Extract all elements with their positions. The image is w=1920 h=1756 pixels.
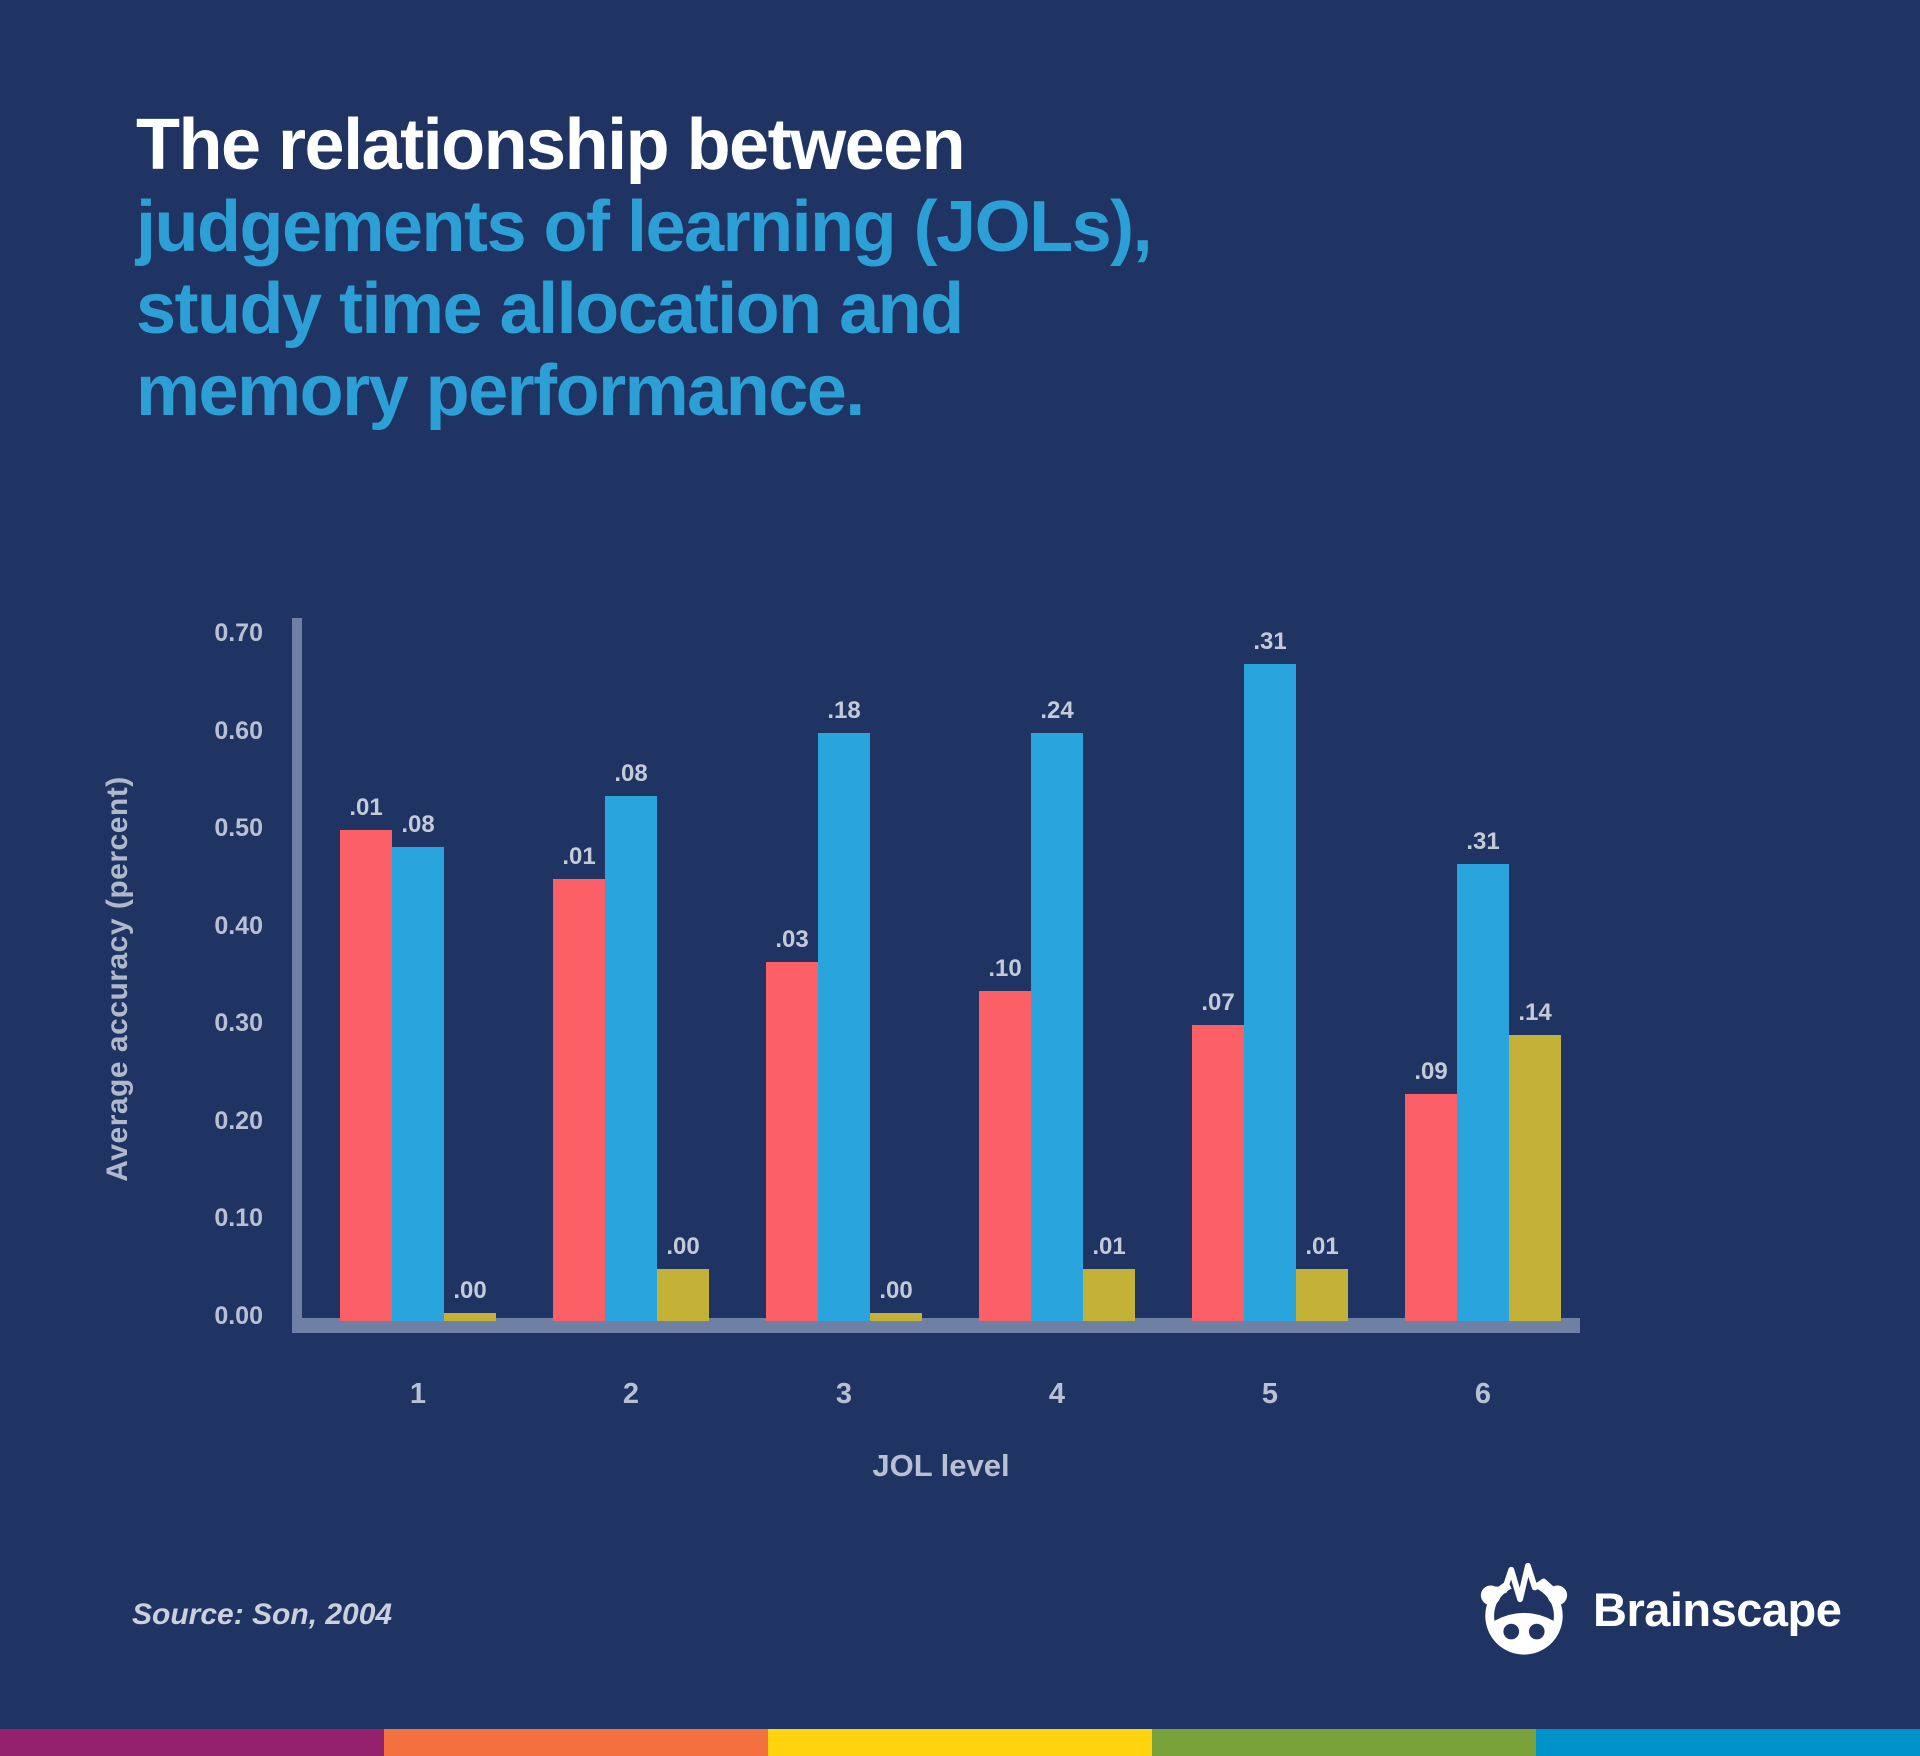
bar-value-yellow-jol-2: .00 xyxy=(666,1233,700,1260)
x-axis-title: JOL level xyxy=(872,1448,1010,1483)
brainscape-robot-icon xyxy=(1480,1560,1568,1655)
bar-blue-jol-3 xyxy=(818,733,870,1321)
bar-value-red-jol-2: .01 xyxy=(562,843,596,870)
bar-value-red-jol-1: .01 xyxy=(349,794,383,821)
bar-value-blue-jol-6: .31 xyxy=(1466,828,1500,855)
source-note: Source: Son, 2004 xyxy=(132,1598,393,1631)
stripe-segment-5 xyxy=(1536,1729,1920,1756)
bar-blue-jol-1 xyxy=(392,847,444,1321)
bar-blue-jol-6 xyxy=(1457,864,1509,1321)
bar-value-blue-jol-2: .08 xyxy=(614,760,648,787)
x-tick-label-4: 4 xyxy=(1048,1378,1066,1410)
x-tick-label-3: 3 xyxy=(835,1378,853,1410)
bar-blue-jol-5 xyxy=(1244,664,1296,1321)
footer-color-stripe xyxy=(0,1729,1920,1756)
stripe-segment-4 xyxy=(1152,1729,1536,1756)
bar-value-blue-jol-5: .31 xyxy=(1253,628,1287,655)
bar-blue-jol-4 xyxy=(1031,733,1083,1321)
y-axis-line xyxy=(292,618,302,1333)
brainscape-wordmark: Brainscape xyxy=(1593,1582,1842,1636)
bar-yellow-jol-4 xyxy=(1083,1269,1135,1321)
bar-value-red-jol-4: .10 xyxy=(988,955,1022,982)
bar-yellow-jol-3 xyxy=(870,1313,922,1321)
bar-red-jol-2 xyxy=(553,879,605,1321)
bar-red-jol-1 xyxy=(340,830,392,1321)
bar-red-jol-6 xyxy=(1405,1094,1457,1321)
brainscape-logo: Brainscape xyxy=(1475,1560,1842,1658)
bar-red-jol-3 xyxy=(766,962,818,1321)
chart-title: The relationship between judgements of l… xyxy=(136,104,1153,432)
bar-value-blue-jol-4: .24 xyxy=(1040,697,1074,724)
y-tick-label: 0.50 xyxy=(214,814,263,842)
bar-yellow-jol-5 xyxy=(1296,1269,1348,1321)
title-line-1: The relationship between xyxy=(136,105,966,185)
title-line-3: study time allocation and xyxy=(136,269,964,349)
title-line-2: judgements of learning (JOLs), xyxy=(136,187,1153,267)
y-tick-label: 0.00 xyxy=(214,1302,263,1330)
y-tick-label: 0.10 xyxy=(214,1204,263,1232)
y-tick-label: 0.20 xyxy=(214,1107,263,1135)
y-tick-label: 0.40 xyxy=(214,912,263,940)
y-tick-label: 0.70 xyxy=(214,619,263,647)
bar-value-red-jol-6: .09 xyxy=(1414,1058,1448,1085)
stripe-segment-3 xyxy=(768,1729,1152,1756)
x-tick-label-5: 5 xyxy=(1261,1378,1279,1410)
bar-value-yellow-jol-4: .01 xyxy=(1092,1233,1126,1260)
bar-value-blue-jol-3: .18 xyxy=(827,697,861,724)
x-axis-line xyxy=(292,1318,1580,1333)
bar-yellow-jol-2 xyxy=(657,1269,709,1321)
bar-red-jol-5 xyxy=(1192,1025,1244,1321)
bar-yellow-jol-6 xyxy=(1509,1035,1561,1321)
x-tick-label-6: 6 xyxy=(1474,1378,1492,1410)
bar-value-red-jol-3: .03 xyxy=(775,926,809,953)
bar-value-yellow-jol-3: .00 xyxy=(879,1277,913,1304)
bar-value-red-jol-5: .07 xyxy=(1201,989,1235,1016)
bar-value-yellow-jol-6: .14 xyxy=(1518,999,1552,1026)
y-tick-label: 0.60 xyxy=(214,717,263,745)
x-tick-label-1: 1 xyxy=(409,1378,427,1410)
title-line-4: memory performance. xyxy=(136,351,865,431)
y-tick-label: 0.30 xyxy=(214,1009,263,1037)
bar-red-jol-4 xyxy=(979,991,1031,1321)
bar-blue-jol-2 xyxy=(605,796,657,1321)
stripe-segment-1 xyxy=(0,1729,384,1756)
bar-yellow-jol-1 xyxy=(444,1313,496,1321)
bar-value-yellow-jol-1: .00 xyxy=(453,1277,487,1304)
bar-value-blue-jol-1: .08 xyxy=(401,811,435,838)
stripe-segment-2 xyxy=(384,1729,768,1756)
x-tick-label-2: 2 xyxy=(622,1378,640,1410)
y-axis-title: Average accuracy (percent) xyxy=(101,776,134,1182)
bar-value-yellow-jol-5: .01 xyxy=(1305,1233,1339,1260)
